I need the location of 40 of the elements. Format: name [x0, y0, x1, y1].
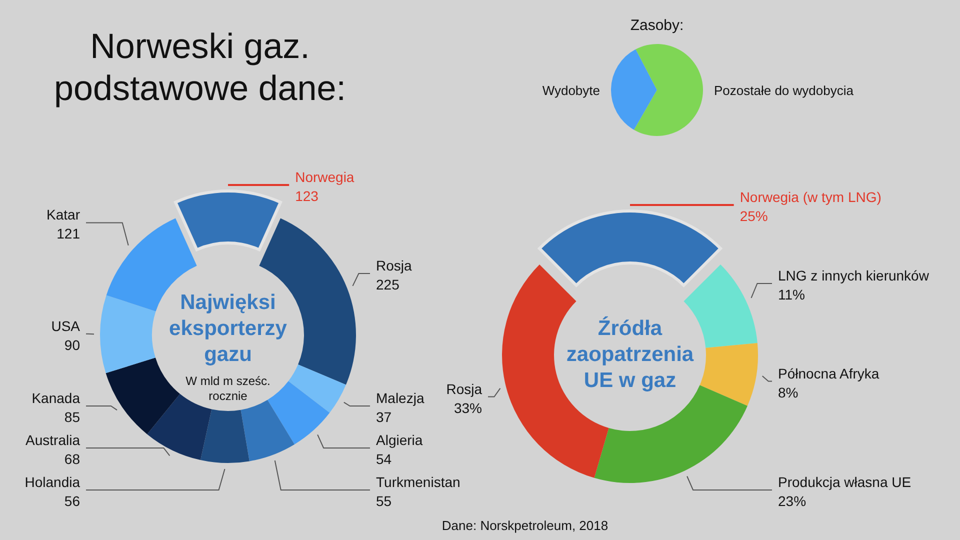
slice-label: LNG z innych kierunków	[778, 267, 930, 284]
text: Źródła zaopatrzenia UE w gaz	[566, 316, 694, 392]
pie-slice	[634, 44, 703, 136]
slice-label: Rosja	[446, 380, 482, 397]
data-label: 55	[376, 493, 392, 509]
data-label: 90	[64, 336, 80, 353]
data-label: 68	[64, 451, 80, 467]
text: Norweski gaz. podstawowe dane:	[54, 27, 346, 108]
slice-label: USA	[51, 318, 81, 334]
slice-label: Australia	[26, 432, 80, 448]
data-label: 23%	[778, 493, 806, 509]
data-label: 54	[376, 451, 392, 467]
data-label: 121	[56, 226, 80, 242]
pie-slice	[611, 49, 657, 130]
slice-label: Turkmenistan	[376, 474, 460, 490]
slice-label: Norwegia	[295, 169, 354, 185]
data-label: 225	[376, 276, 400, 293]
slice-label: Produkcja własna UE	[778, 474, 912, 490]
text: W mld m sześc. rocznie	[186, 374, 270, 403]
data-label: 11%	[778, 286, 805, 302]
slice-label: Algieria	[376, 432, 423, 448]
slice-label: Kanada	[32, 390, 80, 406]
data-label: 33%	[454, 400, 482, 416]
data-label: 25%	[740, 208, 768, 224]
slice-label: Katar	[46, 206, 80, 223]
slice-label: Pozostałe do wydobycia	[714, 83, 854, 98]
slice-label: Północna Afryka	[778, 365, 880, 382]
text: Najwięksi eksporterzy gazu	[169, 291, 288, 366]
text: Dane: Norskpetroleum, 2018	[442, 518, 608, 533]
data-label: 37	[376, 409, 392, 425]
data-label: 56	[64, 493, 80, 509]
slice-label: Holandia	[24, 474, 80, 490]
slice-label: Malezja	[376, 390, 424, 406]
slice-label: Norwegia (w tym LNG)	[740, 189, 882, 205]
data-label: 123	[295, 188, 319, 204]
data-label: 85	[64, 409, 80, 425]
slice-label: Wydobyte	[542, 83, 600, 98]
data-label: 8%	[778, 384, 798, 400]
slice-label: Rosja	[376, 258, 412, 274]
chart-title: Zasoby:	[630, 17, 684, 34]
